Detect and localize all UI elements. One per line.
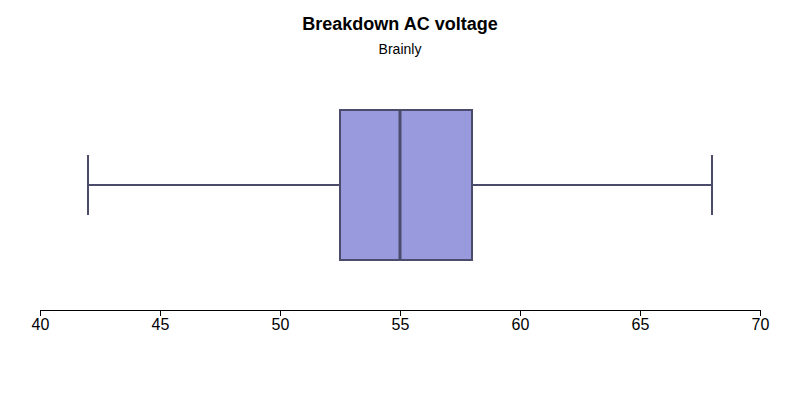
title: Breakdown AC voltage [302, 14, 497, 34]
tick-label: 65 [632, 316, 650, 333]
whisker-cap [87, 155, 89, 215]
tick: 65 [632, 310, 650, 333]
whisker-cap [711, 155, 713, 215]
tick: 45 [152, 310, 170, 333]
tick: 55 [392, 310, 410, 333]
tick-mark [40, 310, 41, 316]
tick-mark [160, 310, 161, 316]
tick-mark [520, 310, 521, 316]
tick-label: 60 [512, 316, 530, 333]
whisker [88, 184, 340, 186]
tick: 40 [32, 310, 50, 333]
tick-mark [400, 310, 401, 316]
x-axis: 40 45 50 55 60 65 70 [32, 310, 770, 333]
tick-mark [760, 310, 761, 316]
tick-label: 50 [272, 316, 290, 333]
tick-mark [280, 310, 281, 316]
subtitle: Brainly [379, 41, 422, 57]
whisker [472, 184, 712, 186]
tick: 70 [752, 310, 770, 333]
tick-label: 55 [392, 316, 410, 333]
median [399, 110, 402, 260]
tick: 60 [512, 310, 530, 333]
axis-line [41, 311, 761, 317]
plot-area [88, 110, 712, 260]
tick-label: 70 [752, 316, 770, 333]
tick-label: 45 [152, 316, 170, 333]
tick-label: 40 [32, 316, 50, 333]
tick: 50 [272, 310, 290, 333]
tick-mark [640, 310, 641, 316]
box [340, 110, 472, 260]
chart: Breakdown AC voltage Brainly 40 45 50 55 60 65 7… [0, 0, 800, 396]
